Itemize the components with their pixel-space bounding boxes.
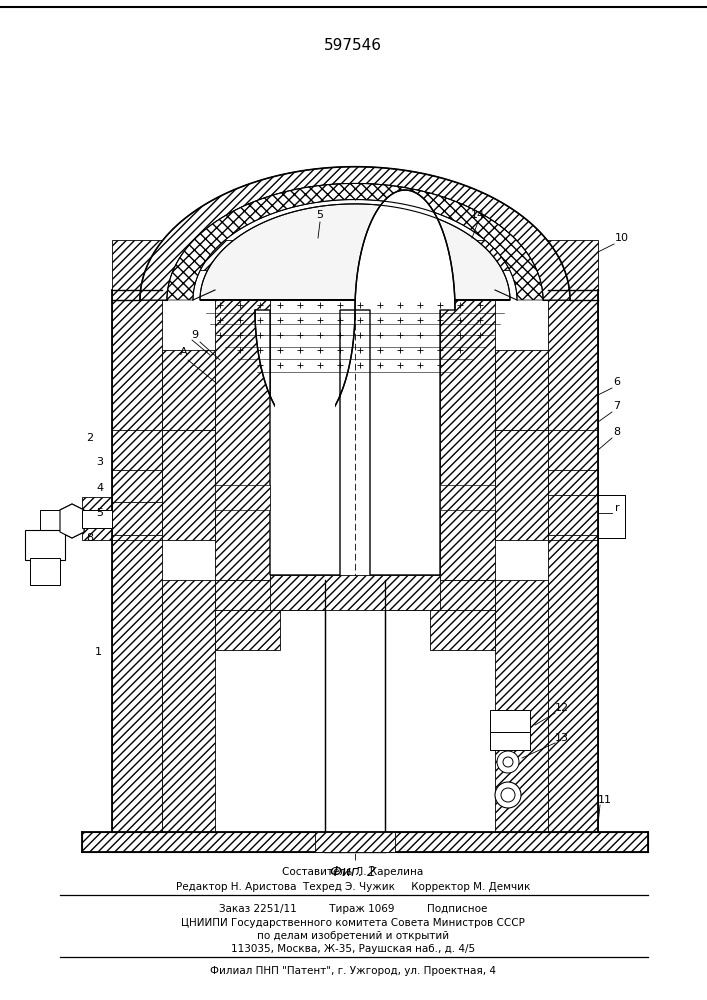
Text: 5: 5 [96, 508, 103, 518]
Text: 113035, Москва, Ж-35, Раушская наб., д. 4/5: 113035, Москва, Ж-35, Раушская наб., д. … [231, 944, 475, 954]
Text: 13: 13 [555, 733, 569, 743]
Polygon shape [375, 312, 435, 572]
Text: 8: 8 [86, 533, 93, 543]
Text: 2: 2 [86, 433, 93, 443]
Text: Фиг. 2: Фиг. 2 [330, 865, 376, 879]
Polygon shape [162, 580, 215, 832]
Text: 12: 12 [555, 703, 569, 713]
Polygon shape [200, 204, 510, 300]
Text: 11: 11 [598, 795, 612, 805]
Polygon shape [215, 580, 325, 610]
Text: 8: 8 [614, 427, 621, 437]
Polygon shape [275, 312, 335, 572]
Polygon shape [30, 558, 60, 585]
Polygon shape [440, 290, 495, 580]
Text: Филиал ПНП "Патент", г. Ужгород, ул. Проектная, 4: Филиал ПНП "Патент", г. Ужгород, ул. Про… [210, 966, 496, 976]
Polygon shape [548, 290, 598, 430]
Polygon shape [490, 710, 530, 732]
Polygon shape [325, 580, 385, 852]
Text: Редактор Н. Аристова  Техред Э. Чужик     Корректор М. Демчик: Редактор Н. Аристова Техред Э. Чужик Кор… [176, 882, 530, 892]
Polygon shape [598, 495, 625, 538]
Polygon shape [60, 504, 84, 538]
Polygon shape [385, 580, 495, 610]
Polygon shape [82, 497, 112, 540]
Polygon shape [215, 610, 280, 650]
Polygon shape [548, 240, 598, 300]
Circle shape [497, 751, 519, 773]
Polygon shape [112, 502, 162, 535]
Polygon shape [40, 510, 62, 530]
Polygon shape [167, 183, 543, 300]
Polygon shape [162, 430, 215, 540]
Text: 9: 9 [192, 330, 199, 340]
Polygon shape [270, 575, 440, 610]
Text: по делам изобретений и открытий: по делам изобретений и открытий [257, 931, 449, 941]
Text: 4: 4 [96, 483, 103, 493]
Polygon shape [162, 240, 548, 270]
Text: 3: 3 [96, 457, 103, 467]
Text: 1: 1 [95, 647, 102, 657]
Polygon shape [215, 485, 270, 510]
Text: 6: 6 [614, 377, 621, 387]
Polygon shape [440, 485, 495, 510]
Polygon shape [495, 580, 548, 832]
Polygon shape [490, 732, 530, 750]
Polygon shape [430, 610, 495, 650]
Polygon shape [162, 350, 215, 430]
Circle shape [503, 757, 513, 767]
Polygon shape [598, 495, 625, 538]
Polygon shape [25, 530, 65, 560]
Polygon shape [112, 240, 162, 300]
Circle shape [501, 788, 515, 802]
Polygon shape [315, 832, 395, 852]
Polygon shape [495, 430, 548, 540]
Polygon shape [548, 470, 598, 540]
Circle shape [495, 782, 521, 808]
Polygon shape [255, 310, 355, 575]
Text: A: A [180, 347, 188, 357]
Polygon shape [112, 470, 162, 540]
Polygon shape [82, 510, 112, 528]
Polygon shape [355, 190, 455, 575]
Polygon shape [82, 832, 648, 852]
Polygon shape [112, 420, 162, 832]
Text: r: r [614, 503, 619, 513]
Text: ЦНИИПИ Государственного комитета Совета Министров СССР: ЦНИИПИ Государственного комитета Совета … [181, 918, 525, 928]
Polygon shape [112, 290, 162, 430]
Polygon shape [60, 504, 84, 538]
Polygon shape [215, 290, 270, 580]
Text: 597546: 597546 [324, 37, 382, 52]
Text: 5: 5 [317, 210, 324, 220]
Polygon shape [30, 558, 60, 585]
Polygon shape [140, 167, 570, 300]
Text: 7: 7 [614, 401, 621, 411]
Polygon shape [548, 495, 598, 535]
Text: Составитель Л. Карелина: Составитель Л. Карелина [282, 867, 423, 877]
Polygon shape [548, 420, 598, 832]
Text: Заказ 2251/11          Тираж 1069          Подписное: Заказ 2251/11 Тираж 1069 Подписное [218, 904, 487, 914]
Text: 10: 10 [615, 233, 629, 243]
Text: 14: 14 [471, 210, 485, 220]
Polygon shape [495, 350, 548, 430]
